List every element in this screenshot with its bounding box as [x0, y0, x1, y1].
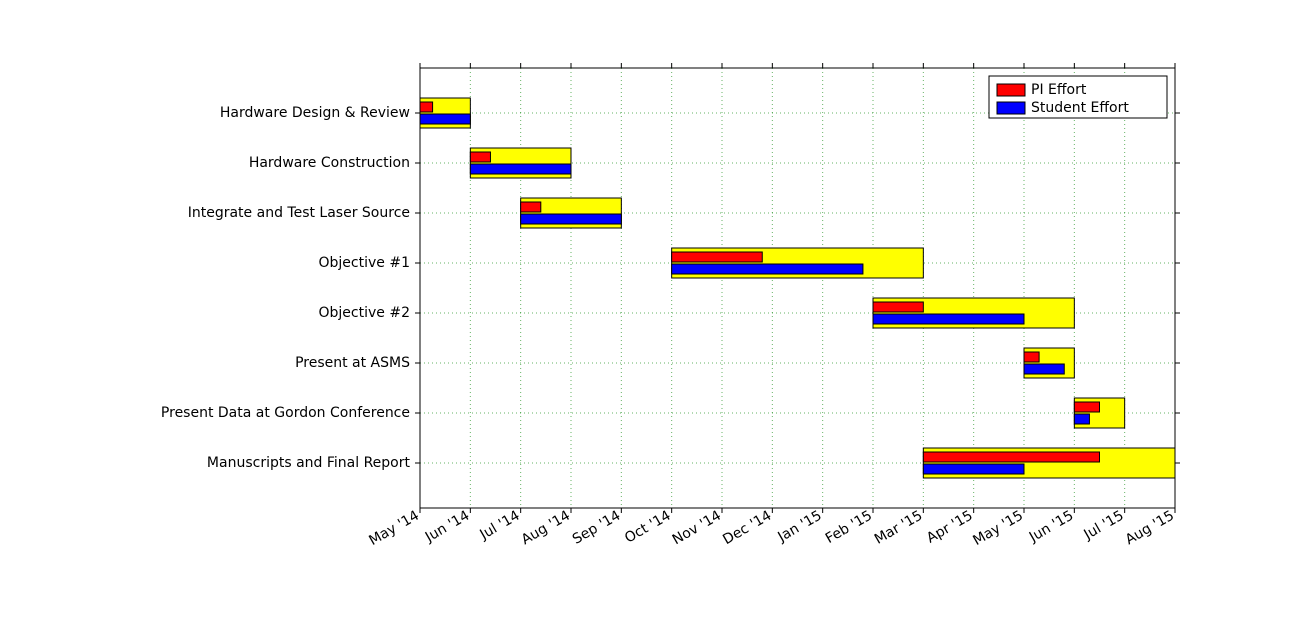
task-pi-bar: [873, 302, 923, 312]
x-tick-label: Jun '15: [1026, 508, 1076, 546]
x-tick-label: Nov '14: [670, 508, 724, 549]
x-tick-label: Jan '15: [774, 508, 824, 546]
legend-swatch: [997, 102, 1025, 114]
x-tick-label: Dec '14: [720, 508, 774, 549]
task-student-bar: [923, 464, 1024, 474]
x-tick-label: Jul '14: [477, 508, 523, 544]
x-tick-label: Jul '15: [1081, 508, 1127, 544]
task-label: Objective #2: [319, 305, 410, 321]
task-label: Present Data at Gordon Conference: [161, 405, 410, 421]
plot-frame: [420, 68, 1175, 508]
task-label: Hardware Construction: [249, 155, 410, 171]
task-student-bar: [672, 264, 863, 274]
x-tick-label: Apr '15: [924, 508, 976, 547]
task-pi-bar: [521, 202, 541, 212]
task-pi-bar: [672, 252, 763, 262]
task-student-bar: [873, 314, 1024, 324]
task-label: Integrate and Test Laser Source: [188, 205, 410, 221]
x-tick-label: Oct '14: [622, 508, 674, 547]
task-pi-bar: [420, 102, 433, 112]
legend-swatch: [997, 84, 1025, 96]
task-pi-bar: [1074, 402, 1099, 412]
page-root: Hardware Design & Review Hardware Constru…: [0, 0, 1310, 628]
task-pi-bar: [470, 152, 490, 162]
y-axis: Hardware Design & Review Hardware Constru…: [161, 105, 1180, 471]
gridlines: [420, 68, 1175, 508]
gantt-bars: [420, 98, 1175, 478]
x-tick-label: May '15: [970, 508, 1026, 549]
task-pi-bar: [1024, 352, 1039, 362]
task-label: Manuscripts and Final Report: [207, 455, 411, 471]
x-tick-label: Aug '15: [1123, 508, 1177, 549]
legend-label: PI Effort: [1031, 82, 1087, 98]
gantt-chart-svg: Hardware Design & Review Hardware Constru…: [0, 0, 1310, 628]
task-student-bar: [420, 114, 470, 124]
legend: PI Effort Student Effort: [989, 76, 1167, 118]
x-tick-label: Feb '15: [823, 508, 875, 547]
task-label: Hardware Design & Review: [220, 105, 410, 121]
x-tick-label: Sep '14: [570, 508, 624, 548]
task-student-bar: [1074, 414, 1089, 424]
x-tick-label: Aug '14: [519, 508, 573, 549]
task-student-bar: [470, 164, 571, 174]
task-pi-bar: [923, 452, 1099, 462]
legend-label: Student Effort: [1031, 100, 1129, 116]
task-label: Present at ASMS: [295, 355, 410, 371]
task-label: Objective #1: [319, 255, 410, 271]
x-tick-label: Jun '14: [422, 508, 473, 546]
task-student-bar: [1024, 364, 1064, 374]
x-tick-label: May '14: [366, 508, 422, 549]
x-tick-label: Mar '15: [872, 508, 925, 548]
task-student-bar: [521, 214, 622, 224]
